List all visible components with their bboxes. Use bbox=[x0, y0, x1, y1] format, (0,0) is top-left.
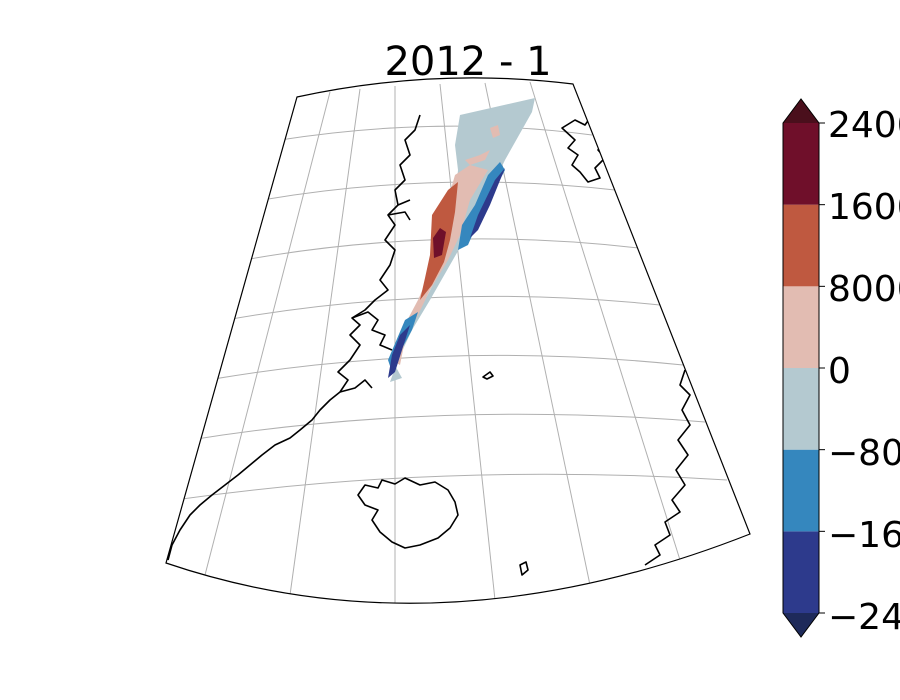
colorbar-label-top: 2400 bbox=[828, 105, 900, 146]
longitude-gridlines bbox=[204, 81, 681, 604]
colorbar-extend-max bbox=[783, 99, 819, 123]
jan-mayen-coastline bbox=[482, 371, 494, 380]
colorbar-segment bbox=[783, 204, 819, 287]
colorbar-label-5: −80 bbox=[828, 433, 900, 474]
colorbar-segment bbox=[783, 368, 819, 450]
contour-fill-dark-red bbox=[433, 228, 446, 258]
colorbar-extend-min bbox=[783, 613, 819, 637]
contour-fill-light-red-tip bbox=[490, 125, 500, 138]
colorbar-segment bbox=[783, 449, 819, 532]
colorbar bbox=[782, 98, 825, 638]
colorbar-label-2: 1600 bbox=[828, 187, 900, 228]
colorbar-label-bottom: −24 bbox=[828, 597, 900, 638]
greenland-fjords bbox=[339, 199, 411, 393]
contour-fill-dark-blue-south bbox=[388, 325, 410, 378]
colorbar-segment bbox=[783, 531, 819, 613]
greenland-coastline bbox=[167, 114, 421, 561]
map-panel bbox=[165, 77, 751, 604]
colorbar-segment bbox=[783, 123, 819, 205]
map-frame bbox=[165, 77, 751, 604]
anomaly-contours bbox=[388, 98, 535, 382]
colorbar-label-4: 0 bbox=[828, 351, 851, 392]
faroe-coastline bbox=[519, 561, 529, 576]
norway-coastline bbox=[644, 369, 691, 566]
colorbar-label-6: −16 bbox=[828, 515, 900, 556]
latitude-gridlines bbox=[174, 125, 728, 501]
contour-fill-light-red-north bbox=[465, 150, 490, 165]
colorbar-segment bbox=[783, 286, 819, 368]
iceland-coastline bbox=[357, 477, 459, 549]
contour-fill-dark-blue bbox=[470, 168, 505, 238]
